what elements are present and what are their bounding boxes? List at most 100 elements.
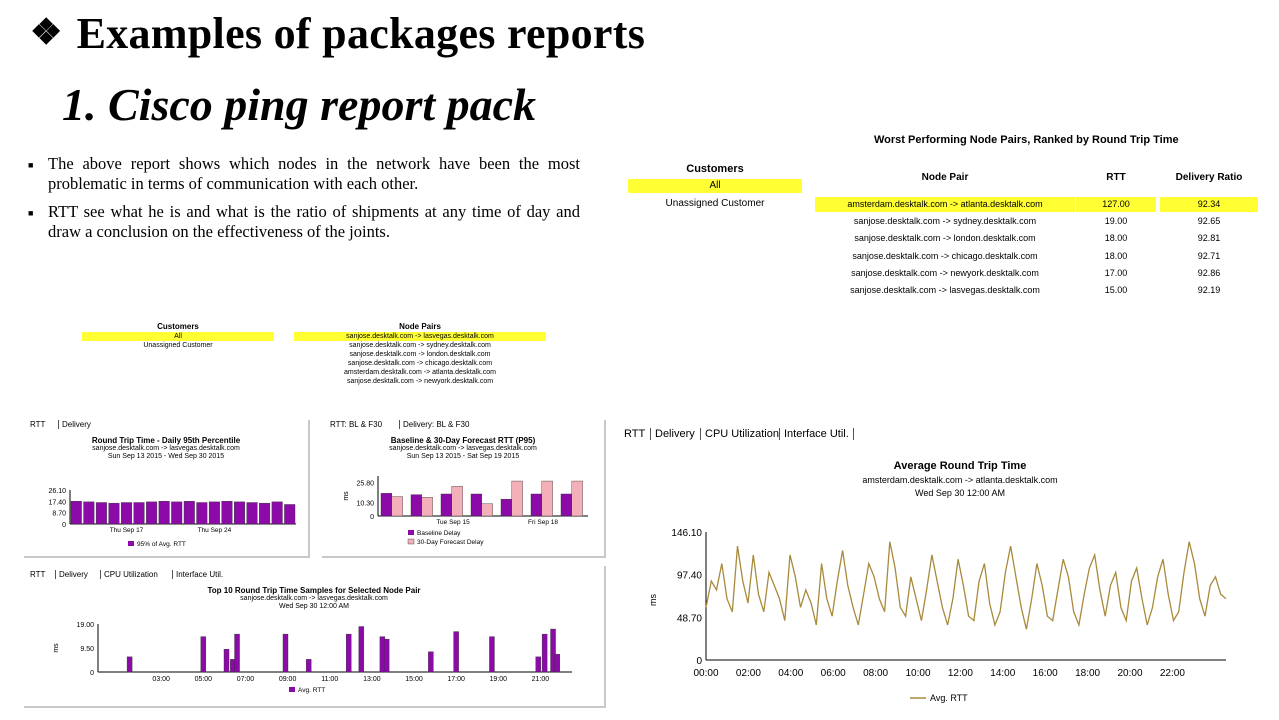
panel4-date: Wed Sep 30 12:00 AM (915, 488, 1005, 498)
y-tick-label: 26.10 (48, 488, 66, 495)
panel2-title: Baseline & 30-Day Forecast RTT (P95) (390, 436, 536, 445)
tab-delivery[interactable]: Delivery (58, 420, 91, 429)
bar (246, 502, 258, 525)
x-tick-label: 09:00 (279, 676, 297, 683)
tab-cpu-utilization[interactable]: CPU Utilization (700, 428, 779, 440)
legend-swatch (407, 538, 415, 545)
legend-label: 30-Day Forecast Delay (417, 539, 484, 546)
bar (282, 633, 289, 673)
y-tick-label: 0 (62, 522, 66, 529)
x-tick-label: 17:00 (447, 676, 465, 683)
node-pair-header: Node Pair (921, 172, 969, 183)
panel3-frame (24, 566, 606, 708)
bar (345, 633, 352, 673)
x-tick-label: 03:00 (152, 676, 170, 683)
node-pair-cell: amsterdam.desktalk.com -> atlanta.deskta… (815, 197, 1075, 212)
x-tick-label: 05:00 (195, 676, 213, 683)
tab-rtt[interactable]: RTT (30, 570, 46, 579)
tab-delivery[interactable]: Delivery (650, 428, 695, 440)
tab-interface-util[interactable]: Interface Util. (779, 428, 854, 440)
bar-baseline (560, 493, 573, 517)
x-tick-label: 16:00 (1033, 668, 1058, 679)
panel3-subtitle: sanjose.desktalk.com -> lasvegas.desktal… (240, 595, 388, 602)
bar (146, 501, 158, 525)
tab-cpu-utilization[interactable]: CPU Utilization (100, 570, 158, 579)
delivery-ratio-cell: 92.81 (1197, 233, 1221, 244)
list-item[interactable]: sanjose.desktalk.com -> chicago.desktalk… (347, 360, 493, 367)
bar (208, 501, 220, 525)
delivery-ratio-cell: 92.86 (1197, 267, 1221, 278)
bar (271, 501, 283, 525)
y-tick-label: 146.10 (671, 528, 702, 539)
x-tick-label: Thu Sep 17 (110, 527, 144, 534)
tab-delivery[interactable]: Delivery (55, 570, 88, 579)
bar-baseline (530, 493, 543, 517)
list-item[interactable]: sanjose.desktalk.com -> newyork.desktalk… (346, 378, 494, 385)
x-tick-label: 02:00 (736, 668, 761, 679)
tab-delivery-bl-f30[interactable]: Delivery: BL & F30 (399, 420, 469, 429)
tab-rtt[interactable]: RTT (30, 420, 46, 429)
bar (171, 501, 183, 525)
y-axis-label: ms (648, 594, 658, 606)
bar (554, 654, 560, 673)
bar (95, 502, 107, 525)
bar-baseline (470, 493, 483, 517)
x-tick-label: 11:00 (321, 676, 338, 683)
bar-forecast (391, 496, 403, 517)
slide-title-text: Examples of packages reports (76, 9, 646, 58)
delivery-ratio-cell: 92.19 (1197, 285, 1221, 295)
list-item[interactable]: sanjose.desktalk.com -> sydney.desktalk.… (349, 342, 491, 349)
y-tick-label: 17.40 (48, 499, 66, 506)
tab-interface-util[interactable]: Interface Util. (172, 570, 223, 579)
slide-title: ❖ Examples of packages reports (30, 8, 645, 59)
y-tick-label: 9.50 (80, 646, 94, 653)
legend-label: Avg. RTT (298, 687, 325, 694)
slide-subtitle: 1. Cisco ping report pack (62, 79, 537, 130)
bar (550, 628, 556, 673)
customer-item-unassigned[interactable]: Unassigned Customer (665, 198, 765, 209)
bar-forecast (481, 503, 493, 517)
bar (83, 501, 95, 525)
rtt-cell: 127.00 (1076, 197, 1156, 212)
legend-label: Avg. RTT (930, 693, 968, 703)
y-tick-label: 97.40 (677, 571, 702, 582)
list-item[interactable]: sanjose.desktalk.com -> lasvegas.desktal… (294, 332, 546, 341)
rtt-cell: 18.00 (1104, 233, 1128, 244)
panel1-frame (24, 420, 310, 558)
y-tick-label: 8.70 (52, 511, 66, 518)
bar (126, 656, 133, 673)
small-customer-all[interactable]: All (82, 332, 274, 341)
y-axis-label: ms (53, 643, 60, 653)
panel2-frame (322, 420, 606, 558)
y-tick-label: 48.70 (677, 613, 702, 624)
tab-rtt-bl-f30[interactable]: RTT: BL & F30 (330, 420, 383, 429)
small-customer-unassigned[interactable]: Unassigned Customer (143, 342, 213, 349)
tab-rtt[interactable]: RTT (624, 428, 646, 440)
panel2-bar-chart: 0 10.30 25.80 ms Tue Sep 15 Fri Sep 18 Baselin… (343, 476, 588, 546)
y-tick-label: 0 (90, 670, 94, 677)
x-tick-label: 13:00 (363, 676, 381, 683)
panel3-bar-chart: 0 9.50 19.00 ms 03:00 05:00 07:00 09:00 11:00 13:… (53, 622, 572, 694)
bar (108, 502, 120, 525)
legend-swatch (408, 530, 414, 535)
y-tick-label: 19.00 (76, 622, 94, 629)
panel3-title: Top 10 Round Trip Time Samples for Selec… (207, 586, 421, 595)
delivery-ratio-cell: 92.71 (1197, 250, 1221, 261)
bar (70, 501, 82, 525)
bullet-item: ■ RTT see what he is and what is the rat… (28, 202, 580, 242)
bar-forecast (541, 480, 553, 517)
y-tick-label: 0 (696, 656, 702, 667)
bullet-item: ■ The above report shows which nodes in … (28, 154, 580, 194)
customers-header: Customers (686, 163, 744, 175)
bar-forecast (511, 480, 523, 517)
small-customers-header: Customers (157, 322, 199, 331)
customer-item-all[interactable]: All (628, 179, 802, 193)
bar-baseline (410, 494, 423, 517)
list-item[interactable]: sanjose.desktalk.com -> london.desktalk.… (349, 351, 491, 358)
bar (259, 502, 271, 525)
y-tick-label: 10.30 (356, 501, 374, 508)
bar (358, 626, 365, 673)
list-item[interactable]: amsterdam.desktalk.com -> atlanta.deskta… (344, 369, 496, 376)
bar-baseline (500, 498, 513, 517)
x-tick-label: 15:00 (405, 676, 423, 683)
